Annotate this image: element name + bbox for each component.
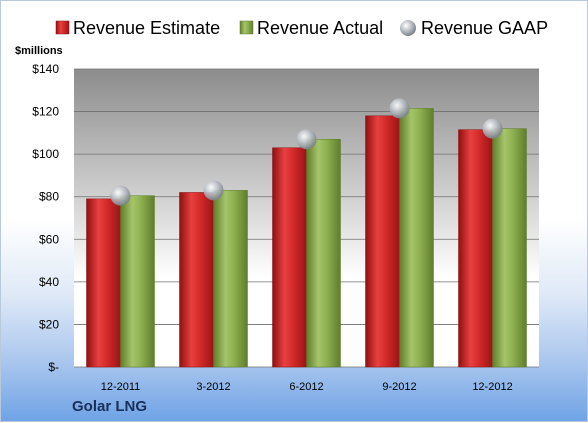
bar-revenue-actual [120,195,155,368]
bars [86,108,527,368]
x-axis: 12-2011 3-2012 6-2012 9-2012 12-2012 [101,381,513,393]
legend-label-actual: Revenue Actual [257,18,383,38]
y-tick-label: $40 [39,275,59,289]
bar-revenue-estimate [179,192,214,368]
bar-revenue-estimate [365,115,400,368]
bar-revenue-estimate [458,129,493,368]
bar-revenue-actual [213,190,248,368]
bar-revenue-actual [399,108,434,368]
company-name: Golar LNG [72,398,147,415]
bar-revenue-actual [306,138,341,368]
y-tick-label: $60 [39,232,59,246]
marker-revenue-gaap [296,129,317,150]
y-tick-label: $120 [32,105,59,119]
bar-revenue-estimate [272,147,307,368]
x-tick-label: 3-2012 [196,381,230,393]
y-tick-label: $100 [32,147,59,161]
bar-revenue-actual [492,128,527,368]
legend-label-estimate: Revenue Estimate [73,18,220,38]
marker-revenue-gaap [203,180,224,201]
x-tick-label: 12-2012 [472,381,512,393]
y-tick-label: $80 [39,190,59,204]
y-tick-label: $140 [32,62,59,76]
legend-swatch-actual [239,20,254,35]
gaap-markers [110,98,503,206]
legend-marker-gaap [400,20,416,36]
legend: Revenue Estimate Revenue Actual Revenue … [55,18,548,38]
legend-swatch-estimate [55,20,70,35]
y-axis-unit-label: $millions [15,45,63,57]
x-tick-label: 6-2012 [289,381,323,393]
x-tick-label: 9-2012 [382,381,416,393]
x-tick-label: 12-2011 [101,381,141,393]
legend-label-gaap: Revenue GAAP [421,18,548,38]
marker-revenue-gaap [389,98,410,119]
y-tick-label: $20 [39,317,59,331]
y-tick-label: $- [48,360,59,374]
y-axis: $- $20 $40 $60 $80 $100 $120 $140 [32,62,59,374]
bar-revenue-estimate [86,198,121,368]
marker-revenue-gaap [482,118,503,139]
marker-revenue-gaap [110,185,131,206]
